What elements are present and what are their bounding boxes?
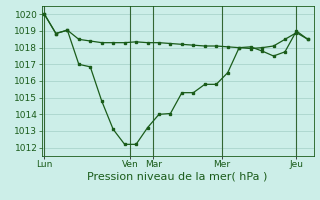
- X-axis label: Pression niveau de la mer( hPa ): Pression niveau de la mer( hPa ): [87, 172, 268, 182]
